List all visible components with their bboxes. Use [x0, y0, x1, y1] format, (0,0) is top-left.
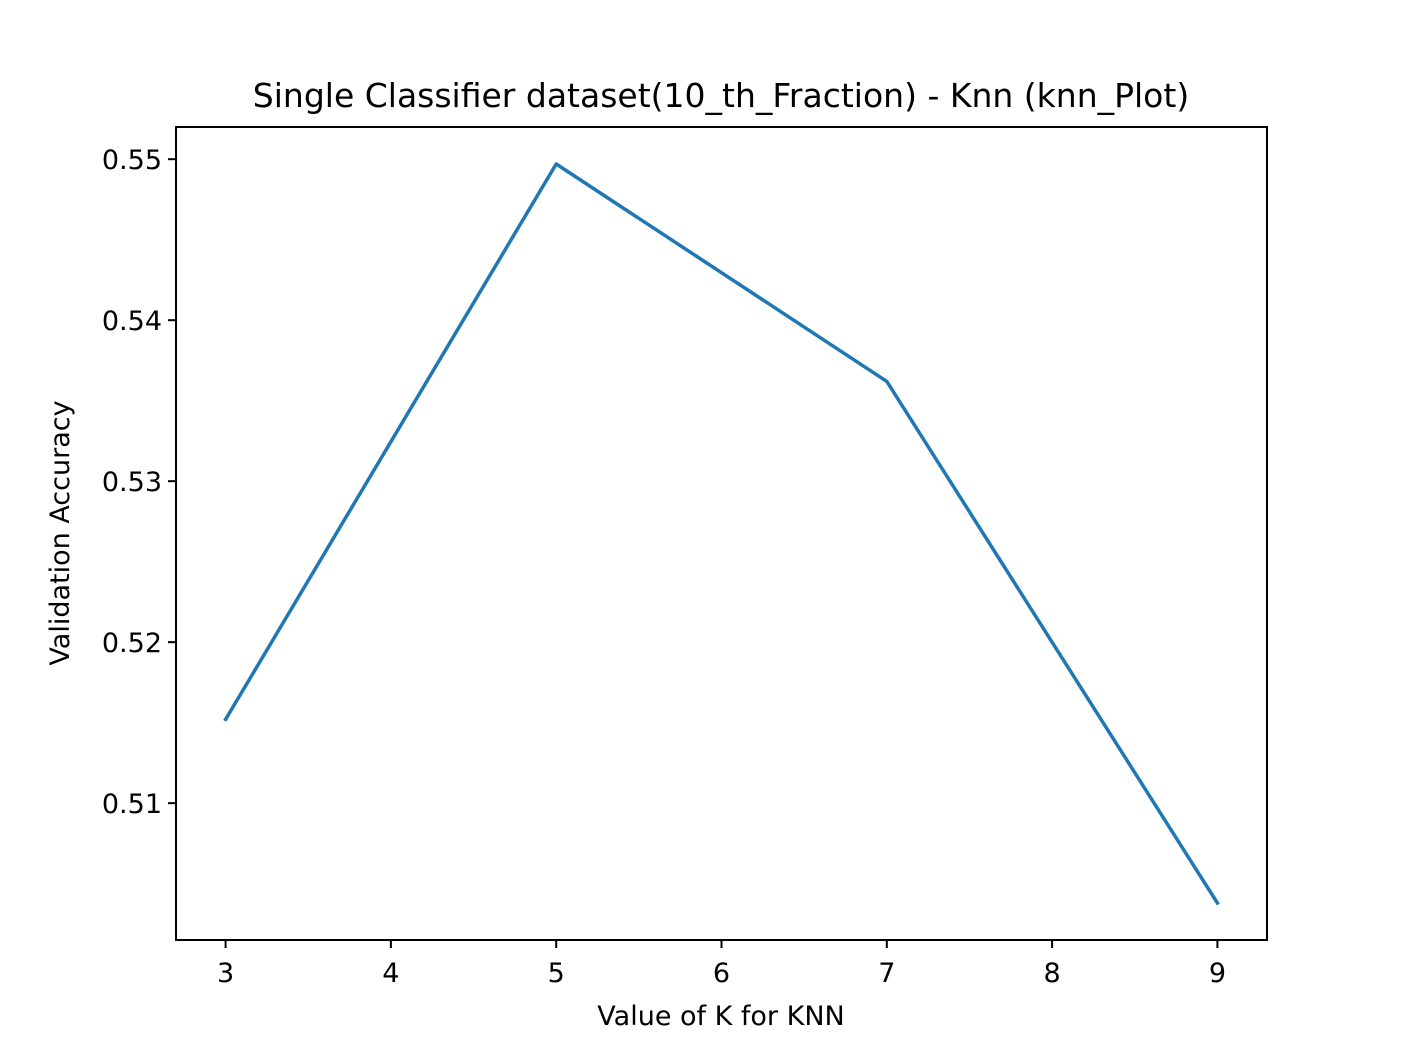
x-axis-label: Value of K for KNN — [597, 1001, 844, 1032]
y-tick-label: 0.54 — [102, 306, 162, 337]
y-tick-label: 0.51 — [102, 789, 162, 820]
plot-area — [176, 127, 1267, 940]
x-axis-ticks: 3 4 5 6 7 8 9 — [217, 940, 1226, 989]
series-layer — [223, 162, 1220, 906]
plot-frame — [175, 126, 1268, 941]
x-tick-label: 4 — [382, 958, 399, 989]
x-tick-label: 8 — [1044, 958, 1061, 989]
y-tick-label: 0.52 — [102, 628, 162, 659]
x-tick-label: 3 — [217, 958, 234, 989]
y-tick-label: 0.53 — [102, 467, 162, 498]
x-tick-label: 9 — [1209, 958, 1226, 989]
series-line-0 — [223, 162, 1220, 906]
x-tick-label: 7 — [878, 958, 895, 989]
x-tick-label: 6 — [713, 958, 730, 989]
y-axis-label: Validation Accuracy — [45, 400, 76, 665]
y-axis-ticks: 0.51 0.52 0.53 0.54 0.55 — [102, 145, 176, 820]
x-tick-label: 5 — [548, 958, 565, 989]
chart-title: Single Classifier dataset(10_th_Fraction… — [253, 76, 1189, 115]
y-tick-label: 0.55 — [102, 145, 162, 176]
